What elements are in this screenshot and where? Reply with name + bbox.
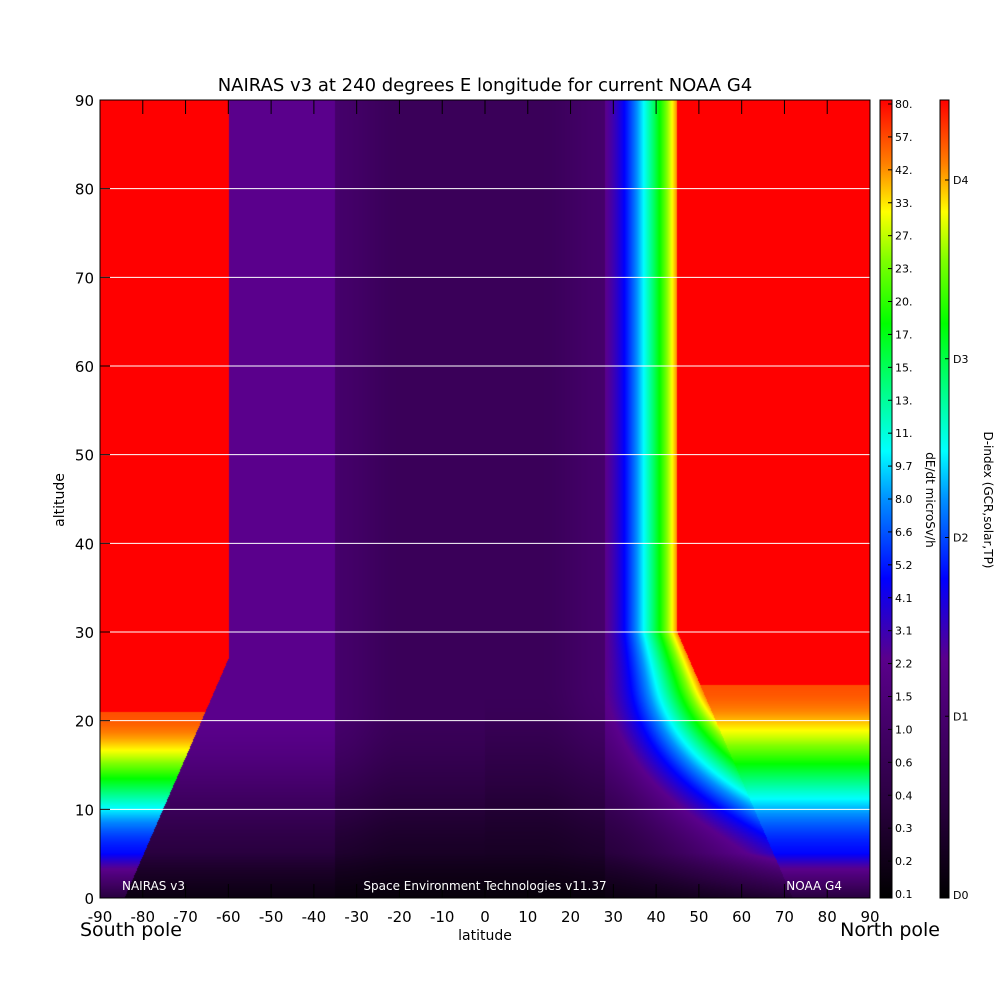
dindex-colorbar: D4 D3 D2 D1 D0 D-index (GCR,solar,TP) [939,99,995,902]
x-tick-label: -60 [216,908,241,926]
dose-tick-label: 1.0 [895,723,913,736]
dose-tick-label: 0.4 [895,789,913,802]
x-tick-label: 80 [818,908,837,926]
plot-area: -90 -80 -70 -60 -50 -40 -30 -20 -10 0 10 20 30 40 50 60… [75,92,880,926]
x-tick-label: -70 [173,908,198,926]
y-tick-label: 80 [75,181,94,199]
x-tick-label: -30 [344,908,369,926]
x-tick-label: 20 [561,908,580,926]
x-tick-label: -40 [302,908,327,926]
y-axis-label: altitude [52,473,68,527]
dose-tick-label: 13. [895,394,913,407]
y-tick-label: 20 [75,713,94,731]
dose-tick-label: 1.5 [895,691,913,704]
dindex-colorbar-scale [939,99,950,899]
dindex-tick-label: D4 [953,174,968,187]
x-tick-label: -50 [259,908,284,926]
dindex-tick-label: D1 [953,710,968,723]
dose-tick-label: 15. [895,361,913,374]
dindex-tick-label: D3 [953,353,968,366]
dose-tick-label: 3.1 [895,625,913,638]
dose-colorbar-label: dE/dt microSv/h [923,452,937,547]
x-axis-label: latitude [458,928,512,944]
y-tick-label: 30 [75,624,94,642]
dose-tick-label: 27. [895,230,913,243]
annotation-vendor: Space Environment Technologies v11.37 [363,879,606,893]
dose-tick-label: 33. [895,197,913,210]
dose-tick-label: 5.2 [895,559,913,572]
x-tick-label: 40 [647,908,666,926]
x-tick-label: 0 [480,908,490,926]
dindex-tick-label: D2 [953,532,968,545]
x-tick-label: 60 [732,908,751,926]
dose-tick-label: 80. [895,98,913,111]
dose-tick-label: 23. [895,263,913,276]
dose-tick-label: 2.2 [895,658,913,671]
y-tick-label: 0 [84,890,94,908]
dindex-tick-label: D0 [953,889,968,902]
dose-tick-label: 0.3 [895,822,913,835]
heatmap-field [100,100,870,898]
dose-tick-label: 20. [895,296,913,309]
chart-title: NAIRAS v3 at 240 degrees E longitude for… [218,75,753,96]
dose-tick-label: 6.6 [895,526,913,539]
x-tick-label: 10 [518,908,537,926]
dose-tick-label: 8.0 [895,493,913,506]
south-pole-label: South pole [80,919,182,941]
north-pole-label: North pole [840,919,940,941]
x-tick-label: -10 [430,908,455,926]
x-tick-label: -20 [387,908,412,926]
gridlines [100,188,870,810]
dose-tick-label: 0.6 [895,756,913,769]
y-tick-label: 10 [75,801,94,819]
y-tick-label: 70 [75,269,94,287]
dose-tick-label: 17. [895,328,913,341]
x-tick-label: -90 [88,908,113,926]
annotation-model: NAIRAS v3 [122,879,185,893]
dose-colorbar-ticks: 80. 57. 42. 33. 27. 23. 20. 17. 15. 13. 11. 9.7 8.0 6… [888,98,913,901]
dose-tick-label: 4.1 [895,592,913,605]
dose-tick-label: 57. [895,131,913,144]
dose-tick-label: 9.7 [895,460,913,473]
x-tick-label: 70 [775,908,794,926]
annotation-storm: NOAA G4 [786,879,842,893]
x-ticks: -90 -80 -70 -60 -50 -40 -30 -20 -10 0 10 20 30 40 50 60… [88,100,880,926]
x-tick-label: 50 [689,908,708,926]
x-tick-label: 90 [860,908,879,926]
y-tick-label: 90 [75,92,94,110]
x-tick-label: -80 [131,908,156,926]
y-ticks: 0 10 20 30 40 50 60 70 80 90 [75,92,110,908]
y-tick-label: 40 [75,535,94,553]
dose-tick-label: 0.1 [895,888,913,901]
dindex-colorbar-label: D-index (GCR,solar,TP) [981,431,995,568]
dose-colorbar: 80. 57. 42. 33. 27. 23. 20. 17. 15. 13. 11. 9.7 8.0 6… [879,98,937,901]
y-tick-label: 60 [75,358,94,376]
dose-tick-label: 0.2 [895,855,913,868]
y-tick-label: 50 [75,447,94,465]
dose-tick-label: 42. [895,164,913,177]
dindex-colorbar-ticks: D4 D3 D2 D1 D0 [945,174,968,902]
dose-tick-label: 11. [895,427,913,440]
x-tick-label: 30 [604,908,623,926]
